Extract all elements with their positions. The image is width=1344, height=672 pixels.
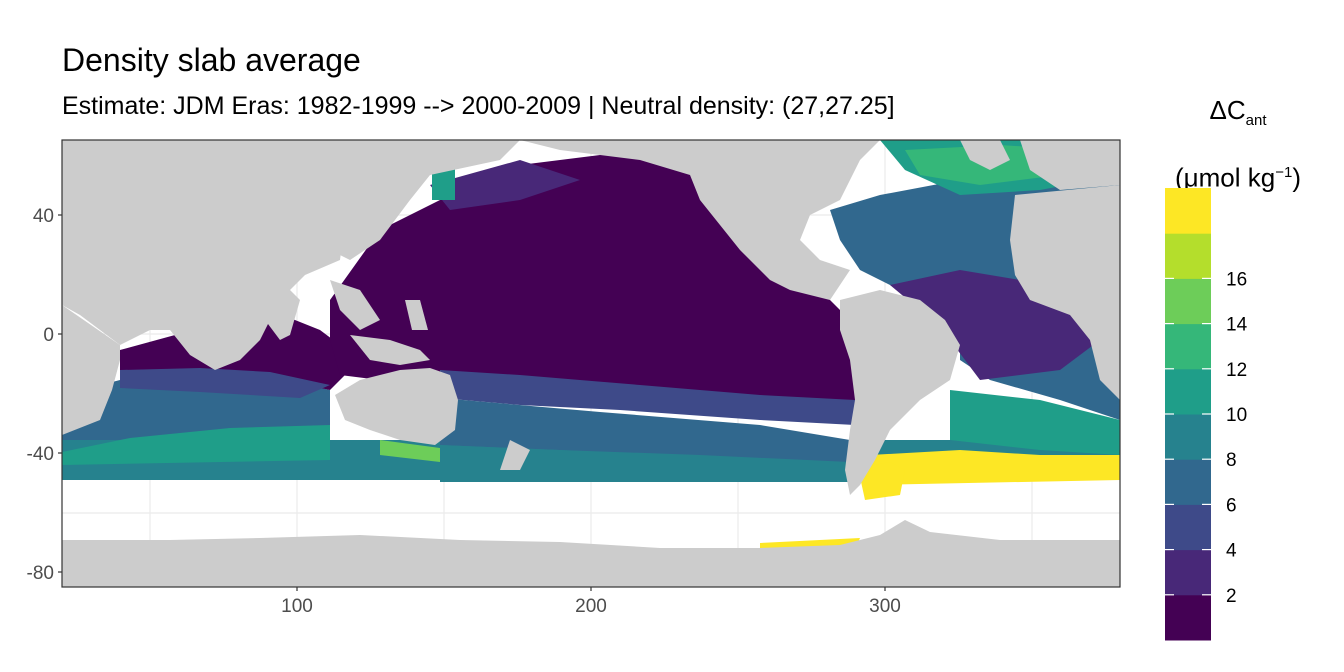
south-africa-landmass	[62, 305, 120, 435]
south-america-landmass	[840, 290, 960, 495]
new-zealand-landmass	[500, 440, 530, 470]
argentine-basin-band	[870, 450, 1120, 485]
x-tick-label-200: 200	[575, 596, 607, 617]
legend-color-step	[1165, 233, 1211, 279]
map-panel	[61, 139, 1121, 588]
india-landmass	[220, 260, 300, 340]
legend-tick-label: 10	[1226, 405, 1247, 426]
y-tick-label-minus40: -40	[27, 444, 54, 465]
legend-tick-label: 8	[1226, 450, 1237, 471]
legend-colorbar	[1165, 188, 1211, 641]
falkland-patch	[858, 462, 905, 500]
philippines-landmass	[405, 300, 428, 330]
south-pacific-southern-band	[440, 445, 850, 482]
legend-subscript: ant	[1245, 112, 1267, 130]
legend-title: ΔCant (μmol kg−1)	[1158, 84, 1318, 204]
map-title: Density slab average	[62, 42, 361, 78]
europe-north-landmass	[1020, 140, 1120, 190]
y-tick-label-minus80: -80	[27, 563, 54, 584]
south-pacific-band	[440, 370, 855, 425]
legend-unit-prefix: (μmol kg	[1175, 162, 1276, 193]
australia-landmass	[335, 368, 458, 445]
indian-southern-band	[62, 425, 330, 465]
legend-tick-label: 2	[1226, 586, 1237, 607]
land	[62, 140, 1120, 587]
legend-color-step	[1165, 368, 1211, 415]
y-axis: 40 0 -40 -80	[27, 206, 62, 584]
indian-transition-band	[120, 368, 330, 398]
tasman-patch	[380, 440, 440, 462]
legend-symbol: ΔC	[1209, 95, 1246, 125]
indochina-landmass	[330, 280, 380, 330]
legend-tick-label: 16	[1226, 269, 1247, 290]
x-axis: 100 200 300	[281, 587, 901, 617]
indonesia-landmass	[350, 335, 430, 365]
antarctica-landmass	[62, 520, 1120, 587]
map-subtitle: Estimate: JDM Eras: 1982-1999 --> 2000-2…	[62, 92, 895, 120]
europe-africa-landmass	[1010, 185, 1120, 400]
legend-color-step	[1165, 278, 1211, 325]
legend-tick-label: 14	[1226, 315, 1248, 336]
x-tick-label-300: 300	[869, 596, 901, 617]
legend-tick-label: 6	[1226, 495, 1237, 516]
legend-ticks: 2 4 6 8 10 12 14 16	[1165, 269, 1248, 607]
north-america-landmass	[520, 140, 880, 300]
legend-color-step	[1165, 323, 1211, 370]
legend-tick-label: 4	[1226, 541, 1237, 562]
south-atlantic-band	[950, 390, 1120, 455]
x-tick-label-100: 100	[281, 596, 313, 617]
legend-color-step	[1165, 459, 1211, 505]
north-pacific-band	[430, 160, 580, 210]
legend-unit-sup: −1	[1275, 164, 1293, 182]
greenland-landmass	[960, 140, 1010, 170]
south-pacific-deep-band	[440, 398, 850, 462]
asia-landmass	[170, 140, 520, 265]
legend-color-step	[1165, 594, 1211, 641]
legend-color-step	[1165, 188, 1211, 234]
legend-color-step	[1165, 549, 1211, 596]
legend-tick-label: 12	[1226, 360, 1247, 381]
legend-unit-suffix: )	[1292, 162, 1301, 193]
legend-color-step	[1165, 414, 1211, 460]
legend-color-step	[1165, 504, 1211, 551]
y-tick-label-40: 40	[33, 206, 54, 227]
y-tick-label-0: 0	[43, 325, 54, 346]
